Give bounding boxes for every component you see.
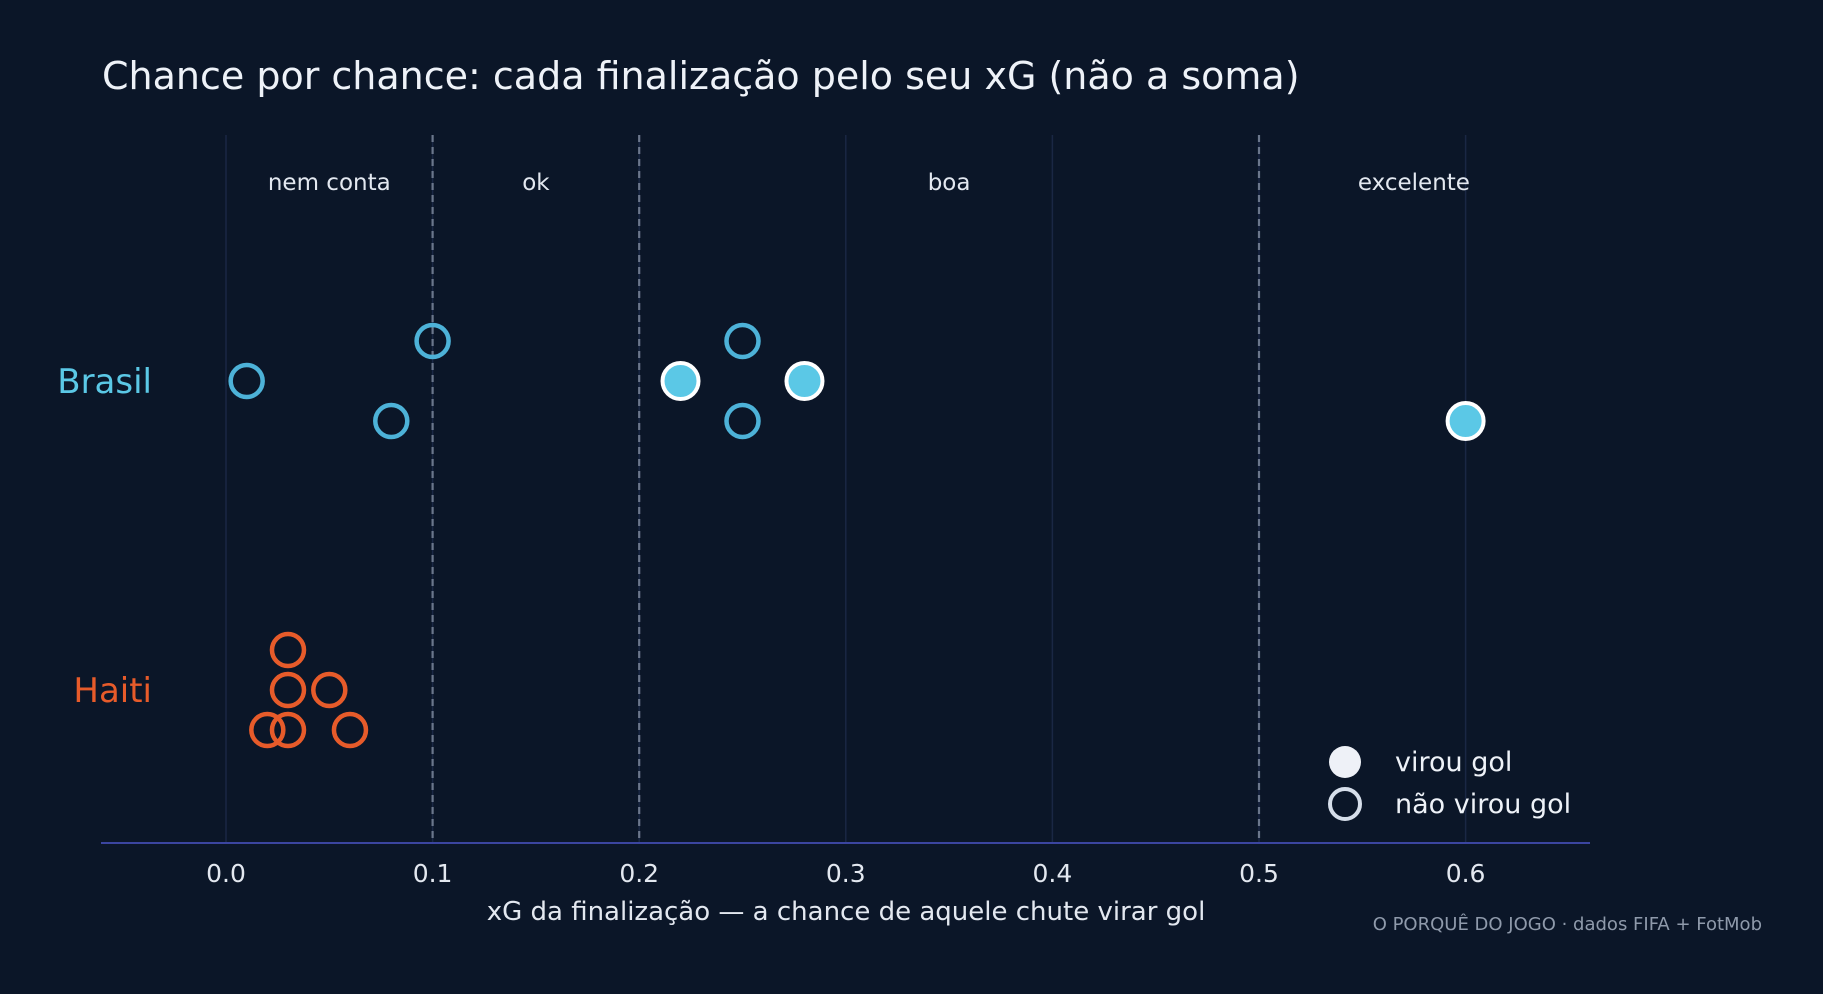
shot-point-haiti-5 xyxy=(331,711,369,749)
zone-label-0: nem conta xyxy=(268,170,391,196)
shot-point-brasil-3 xyxy=(724,322,761,360)
shot-point-haiti-3 xyxy=(249,711,286,749)
zone-label-layer: nem conta ok boa excelente xyxy=(268,170,1470,196)
x-axis-label: xG da finalização — a chance de aquele c… xyxy=(487,897,1206,927)
team-label-haiti: Haiti xyxy=(73,671,152,711)
shot-point-haiti-0 xyxy=(269,631,307,669)
x-tick-label-0: 0.0 xyxy=(206,859,246,888)
zone-label-1: ok xyxy=(522,170,550,196)
shot-point-layer xyxy=(228,322,1486,749)
source-credit: O PORQUÊ DO JOGO · dados FIFA + FotMob xyxy=(1373,913,1762,935)
x-tick-label-4: 0.4 xyxy=(1033,859,1073,888)
team-label-brasil: Brasil xyxy=(57,362,152,402)
x-tick-label-2: 0.2 xyxy=(619,859,659,888)
shot-point-brasil-1 xyxy=(414,322,451,360)
threshold-layer xyxy=(431,135,1261,843)
shot-point-brasil-4 xyxy=(660,361,701,401)
shot-point-brasil-2 xyxy=(373,402,410,440)
x-tick-label-1: 0.1 xyxy=(413,859,453,888)
shot-point-haiti-1 xyxy=(269,671,307,709)
zone-label-3: excelente xyxy=(1358,170,1470,196)
shot-point-haiti-2 xyxy=(311,671,348,709)
grid-layer xyxy=(225,135,1467,843)
shot-point-haiti-4 xyxy=(269,711,307,749)
shot-point-brasil-0 xyxy=(228,362,265,400)
legend-goal-label: virou gol xyxy=(1395,747,1512,778)
shot-point-brasil-5 xyxy=(784,361,825,401)
x-tick-label-3: 0.3 xyxy=(826,859,866,888)
x-tick-label-6: 0.6 xyxy=(1446,859,1486,888)
shot-point-brasil-6 xyxy=(724,402,761,440)
legend-goal-marker xyxy=(1329,746,1361,778)
x-tick-label-5: 0.5 xyxy=(1239,859,1279,888)
legend-miss-label: não virou gol xyxy=(1395,789,1571,820)
team-label-layer: Brasil Haiti xyxy=(57,362,152,711)
legend-miss-marker xyxy=(1328,787,1362,821)
legend: virou gol não virou gol xyxy=(1328,746,1571,821)
tick-label-layer: 0.0 0.1 0.2 0.3 0.4 0.5 0.6 xyxy=(206,859,1485,888)
zone-label-2: boa xyxy=(928,170,971,196)
chart-title: Chance por chance: cada finalização pelo… xyxy=(102,54,1300,98)
shot-point-brasil-7 xyxy=(1445,401,1486,441)
